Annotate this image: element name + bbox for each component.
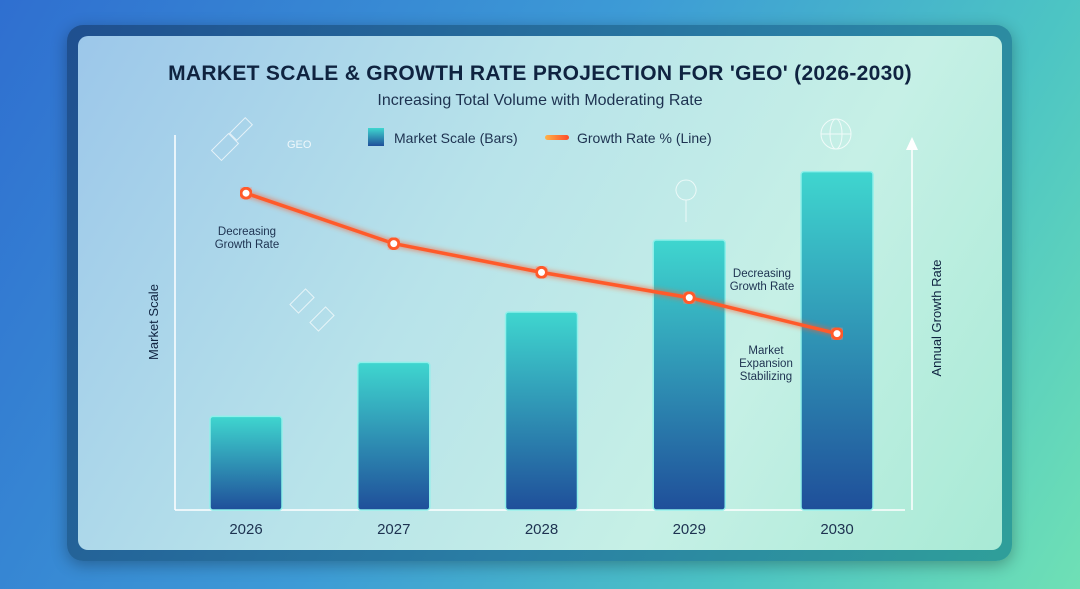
legend-bar-swatch (368, 128, 384, 146)
bar-2030 (800, 170, 874, 511)
map-pin-icon (675, 179, 697, 222)
legend-bar-label: Market Scale (Bars) (394, 130, 518, 146)
growth-point-2026 (239, 186, 253, 200)
chart-title: MARKET SCALE & GROWTH RATE PROJECTION FO… (168, 62, 912, 85)
annotation: Decreasing Growth Rate (730, 268, 795, 293)
annotation: Decreasing Growth Rate (215, 226, 280, 251)
y-axis-label: Market Scale (146, 284, 161, 360)
growth-point-2027 (387, 237, 401, 251)
legend-line-swatch (545, 135, 569, 140)
satellite-icon (210, 116, 254, 162)
x-tick-label: 2027 (377, 521, 410, 538)
y2-axis-label: Annual Growth Rate (929, 259, 944, 376)
growth-point-2030 (830, 327, 844, 341)
chart-subtitle: Increasing Total Volume with Moderating … (377, 92, 703, 109)
growth-point-2028 (535, 265, 548, 279)
satellite-icon (289, 288, 335, 332)
geo-tag: GEO (287, 139, 312, 151)
bar-2026 (209, 415, 283, 511)
bar-2028 (504, 311, 579, 511)
globe-icon (820, 118, 852, 150)
bar-2027 (357, 361, 431, 511)
growth-point-2029 (682, 291, 696, 305)
legend-line-label: Growth Rate % (Line) (577, 130, 712, 146)
y-axis-right-arrow (906, 137, 918, 150)
annotation: Market Expansion Stabilizing (739, 345, 793, 383)
x-tick-label: 2028 (525, 521, 558, 538)
bar-2029 (652, 239, 726, 511)
x-tick-label: 2026 (229, 521, 262, 538)
x-tick-label: 2030 (820, 521, 853, 538)
x-tick-label: 2029 (673, 521, 706, 538)
